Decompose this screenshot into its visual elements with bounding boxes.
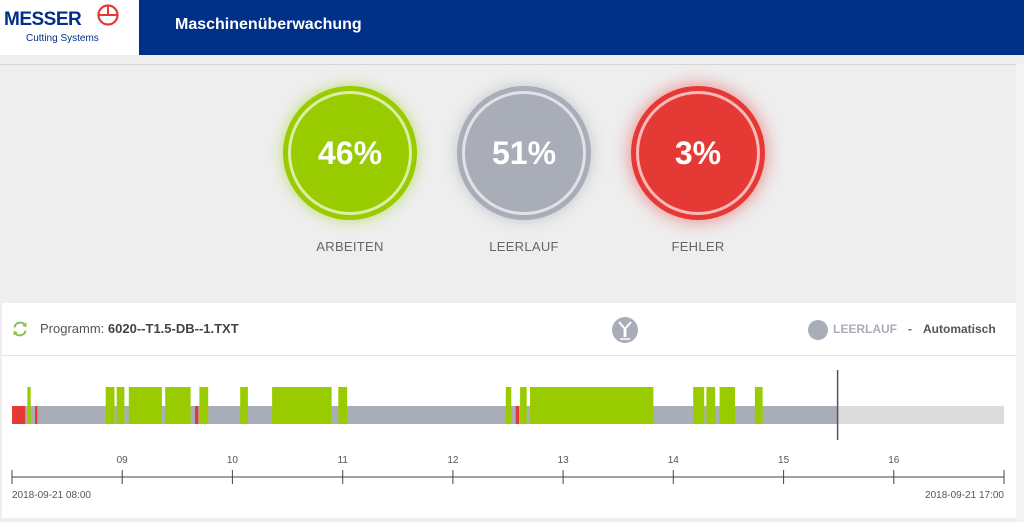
- timeline-segment-working: [240, 387, 248, 424]
- timeline-segment-working: [520, 387, 527, 424]
- timeline-segment-error: [35, 406, 38, 424]
- gauge-value: 46%: [317, 135, 383, 171]
- timeline-end-label: 2018-09-21 17:00: [925, 490, 1004, 501]
- timeline-segment-working: [165, 387, 191, 424]
- gauge-label-working: ARBEITEN: [316, 239, 384, 254]
- axis-tick-label: 15: [778, 455, 790, 466]
- status-mode: Automatisch: [923, 322, 996, 336]
- timeline-segment-error: [195, 406, 199, 424]
- axis-tick-label: 16: [888, 455, 900, 466]
- timeline-segment-working: [272, 387, 332, 424]
- gauge-value: 51%: [491, 135, 557, 171]
- logo-wordmark: MESSER: [4, 9, 82, 30]
- program-name: 6020--T1.5-DB--1.TXT: [107, 321, 239, 336]
- gauge-ring: [636, 91, 760, 215]
- timeline-segment-working: [128, 387, 162, 424]
- refresh-icon[interactable]: [11, 320, 29, 338]
- timeline-segment-working: [338, 387, 348, 424]
- gauge-label-error: FEHLER: [671, 239, 725, 254]
- program-line: Programm: 6020--T1.5-DB--1.TXT: [40, 321, 239, 336]
- timeline-segments: [12, 387, 763, 424]
- gauge-value: 3%: [674, 135, 722, 171]
- status-separator: -: [908, 322, 912, 336]
- status-state: LEERLAUF: [833, 322, 897, 336]
- timeline-segment-working: [199, 387, 209, 424]
- header-divider: [0, 64, 1016, 65]
- timeline-segment-error: [515, 406, 519, 424]
- messer-emblem-icon: [97, 4, 119, 26]
- timeline-segment-working: [719, 387, 735, 424]
- cutting-torch-icon: [612, 317, 638, 343]
- timeline-segment-working: [505, 387, 512, 424]
- app-header: MESSER Cutting Systems Maschinenüberwach…: [0, 0, 1024, 55]
- machine-status-panel: Programm: 6020--T1.5-DB--1.TXT LEERLAUF …: [2, 303, 1016, 518]
- axis-tick-label: 10: [227, 455, 239, 466]
- axis-tick-label: 11: [338, 455, 349, 466]
- messer-logo[interactable]: MESSER Cutting Systems: [0, 0, 139, 55]
- timeline-segment-working: [530, 387, 654, 424]
- axis-tick-label: 12: [447, 455, 459, 466]
- gauge-working: 46%: [283, 86, 417, 220]
- timeline-segment-working: [116, 387, 125, 424]
- time-axis-ticks: 09 10 11 12 13 14 15 16: [11, 455, 1005, 484]
- page-title: Maschinenüberwachung: [175, 16, 362, 33]
- axis-tick-label: 09: [117, 455, 129, 466]
- timeline-segment-working: [706, 387, 716, 424]
- status-indicator: [808, 320, 828, 340]
- timeline-segment-working: [105, 387, 115, 424]
- timeline-segment-error: [12, 406, 26, 424]
- program-prefix: Programm:: [40, 321, 105, 336]
- scrollbar[interactable]: [1016, 64, 1024, 522]
- gauge-error: 3%: [631, 86, 765, 220]
- gauge-idle: 51%: [457, 86, 591, 220]
- gauge-label-idle: LEERLAUF: [489, 239, 559, 254]
- timeline-start-label: 2018-09-21 08:00: [12, 490, 91, 501]
- timeline-segment-working: [754, 387, 763, 424]
- gauge-ring: [462, 91, 586, 215]
- gauge-ring: [288, 91, 412, 215]
- timeline-segment-working: [693, 387, 705, 424]
- panel-header: Programm: 6020--T1.5-DB--1.TXT LEERLAUF …: [2, 303, 1016, 356]
- logo-subtext: Cutting Systems: [26, 33, 99, 44]
- timeline-segment-working: [27, 387, 31, 424]
- axis-tick-label: 13: [558, 455, 570, 466]
- activity-timeline[interactable]: 09 10 11 12 13 14 15 16 2018-09-21 08:00 2018-0…: [2, 356, 1016, 518]
- axis-tick-label: 14: [668, 455, 680, 466]
